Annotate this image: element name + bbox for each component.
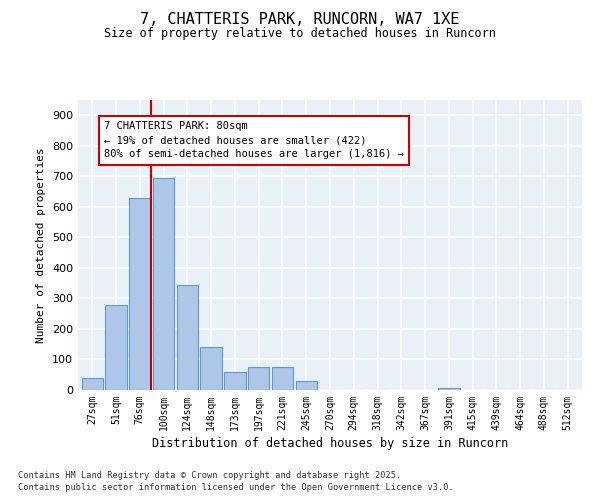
Bar [176,284,198,390]
Bar [224,372,245,390]
Y-axis label: Number of detached properties: Number of detached properties [37,147,46,343]
Text: 7 CHATTERIS PARK: 80sqm
← 19% of detached houses are smaller (422)
80% of semi-d: 7 CHATTERIS PARK: 80sqm ← 19% of detache… [104,122,404,160]
Bar [153,178,174,390]
Bar [82,378,103,390]
Text: 7, CHATTERIS PARK, RUNCORN, WA7 1XE: 7, CHATTERIS PARK, RUNCORN, WA7 1XE [140,12,460,28]
Bar [106,304,127,390]
Text: Contains public sector information licensed under the Open Government Licence v3: Contains public sector information licen… [18,484,454,492]
Bar [438,388,460,390]
Bar [200,348,222,390]
X-axis label: Distribution of detached houses by size in Runcorn: Distribution of detached houses by size … [152,437,508,450]
Bar [272,367,293,390]
Text: Size of property relative to detached houses in Runcorn: Size of property relative to detached ho… [104,28,496,40]
Bar [129,198,151,390]
Bar [296,381,317,390]
Text: Contains HM Land Registry data © Crown copyright and database right 2025.: Contains HM Land Registry data © Crown c… [18,471,401,480]
Bar [248,367,269,390]
